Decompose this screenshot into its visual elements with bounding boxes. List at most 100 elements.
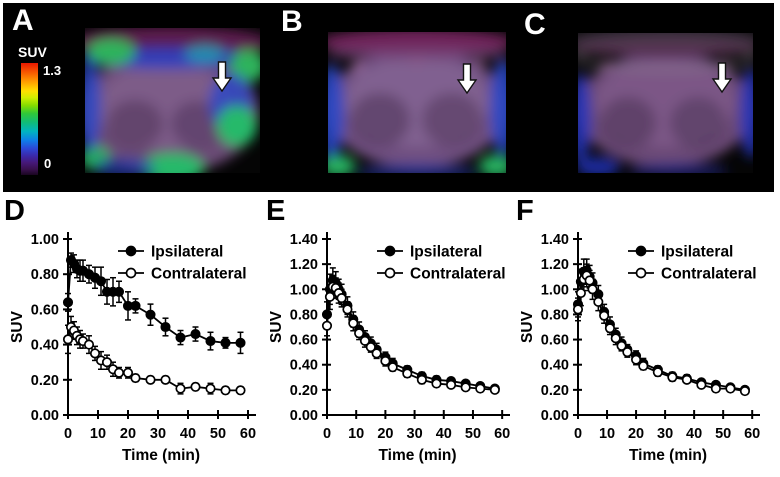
y-tick-label: 1.00 [31,232,59,248]
y-tick-label: 1.20 [290,257,318,273]
colorbar-min-label: 0 [44,156,52,171]
x-tick-label: 30 [657,426,673,442]
data-point [348,318,359,329]
data-point [622,347,633,358]
data-point [101,357,113,368]
data-point [631,354,642,365]
data-point [175,383,186,394]
data-point [324,291,335,302]
chart-f-time-activity: 0.00 0.20 0.40 0.60 0.80 1.00 1.20 1.40 0 10 20 30 4… [519,232,760,464]
open-circle-marker-icon [635,267,647,279]
data-point [431,378,442,389]
data-point [336,293,347,304]
y-tick-label: 0.00 [541,408,569,424]
lesion-arrow-icon [456,63,478,95]
legend: Ipsilateral Contralateral [377,244,506,283]
data-point [371,348,382,359]
data-point [638,360,649,372]
legend-label: Ipsilateral [410,244,482,261]
open-circle-marker-icon [125,267,137,279]
data-point [342,304,353,315]
data-point [652,367,663,378]
data-point [696,379,707,390]
legend: Ipsilateral Contralateral [118,244,247,283]
data-point [205,336,216,347]
lesion-arrow-icon [211,61,233,93]
x-tick-label: 0 [64,426,72,442]
data-point [160,374,171,385]
x-axis-title: Time (min) [122,447,200,464]
data-point [387,362,398,373]
data-point [113,367,125,378]
x-tick-label: 40 [686,426,702,442]
data-point [190,328,201,340]
y-tick-label: 0.40 [541,358,569,374]
data-point [575,288,586,299]
y-tick-label: 0.80 [31,267,59,283]
data-point [130,372,141,384]
colorbar-title: SUV [18,44,47,60]
data-point [95,276,107,287]
data-point [160,321,171,333]
y-tick-label: 0.80 [290,307,318,323]
y-tick-label: 0.20 [31,373,59,389]
filled-circle-marker-icon [384,245,396,257]
data-point [616,340,627,351]
data-point [220,385,231,396]
axes [573,232,760,419]
data-point [145,309,156,320]
y-tick-label: 1.40 [290,232,318,248]
filled-circle-marker-icon [635,245,647,257]
y-tick-label: 0.60 [31,302,59,318]
filled-circle-marker-icon [125,245,137,257]
data-point [593,296,604,307]
legend: Ipsilateral Contralateral [628,244,757,283]
y-tick-label: 0.20 [290,383,318,399]
data-point [365,342,376,353]
data-point [220,337,231,348]
data-point [354,328,365,339]
data-point [710,383,721,394]
x-tick-label: 30 [150,426,166,442]
legend-label: Contralateral [661,266,757,283]
y-tick-label: 0.40 [31,338,59,354]
lesion-arrow-icon [711,62,733,94]
panel-label-d: D [4,195,25,227]
legend-label: Contralateral [410,266,506,283]
data-point [604,323,615,334]
x-tick-label: 50 [465,426,481,442]
series-ipsilateral [62,252,246,355]
y-axis-title: SUV [519,310,536,343]
colorbar-max-label: 1.3 [43,63,62,78]
y-tick-label: 0.00 [290,408,318,424]
panel-label-f: F [516,195,534,227]
data-point [725,383,736,394]
data-point [739,386,750,397]
data-point [83,339,95,350]
series-contralateral [62,315,246,396]
data-point [122,367,134,378]
data-point [584,275,595,286]
y-tick-label: 0.80 [541,307,569,323]
y-tick-label: 0.20 [541,383,569,399]
data-point [205,383,216,394]
data-point [145,374,156,385]
open-circle-marker-icon [384,267,396,279]
data-point [489,384,500,395]
data-point [416,374,427,385]
pet-overlay-blobs-a [85,28,260,173]
data-point [599,310,610,321]
data-point [380,355,391,366]
x-tick-label: 50 [715,426,731,442]
legend-label: Ipsilateral [151,244,223,261]
y-tick-label: 0.60 [290,333,318,349]
data-point [190,381,201,392]
x-tick-label: 20 [120,426,136,442]
data-point [446,379,457,390]
y-tick-label: 0.60 [541,333,569,349]
x-tick-label: 10 [599,426,615,442]
data-point [113,286,125,297]
panel-label-a: A [12,4,34,37]
x-tick-label: 60 [494,426,510,442]
x-tick-label: 0 [574,426,582,442]
